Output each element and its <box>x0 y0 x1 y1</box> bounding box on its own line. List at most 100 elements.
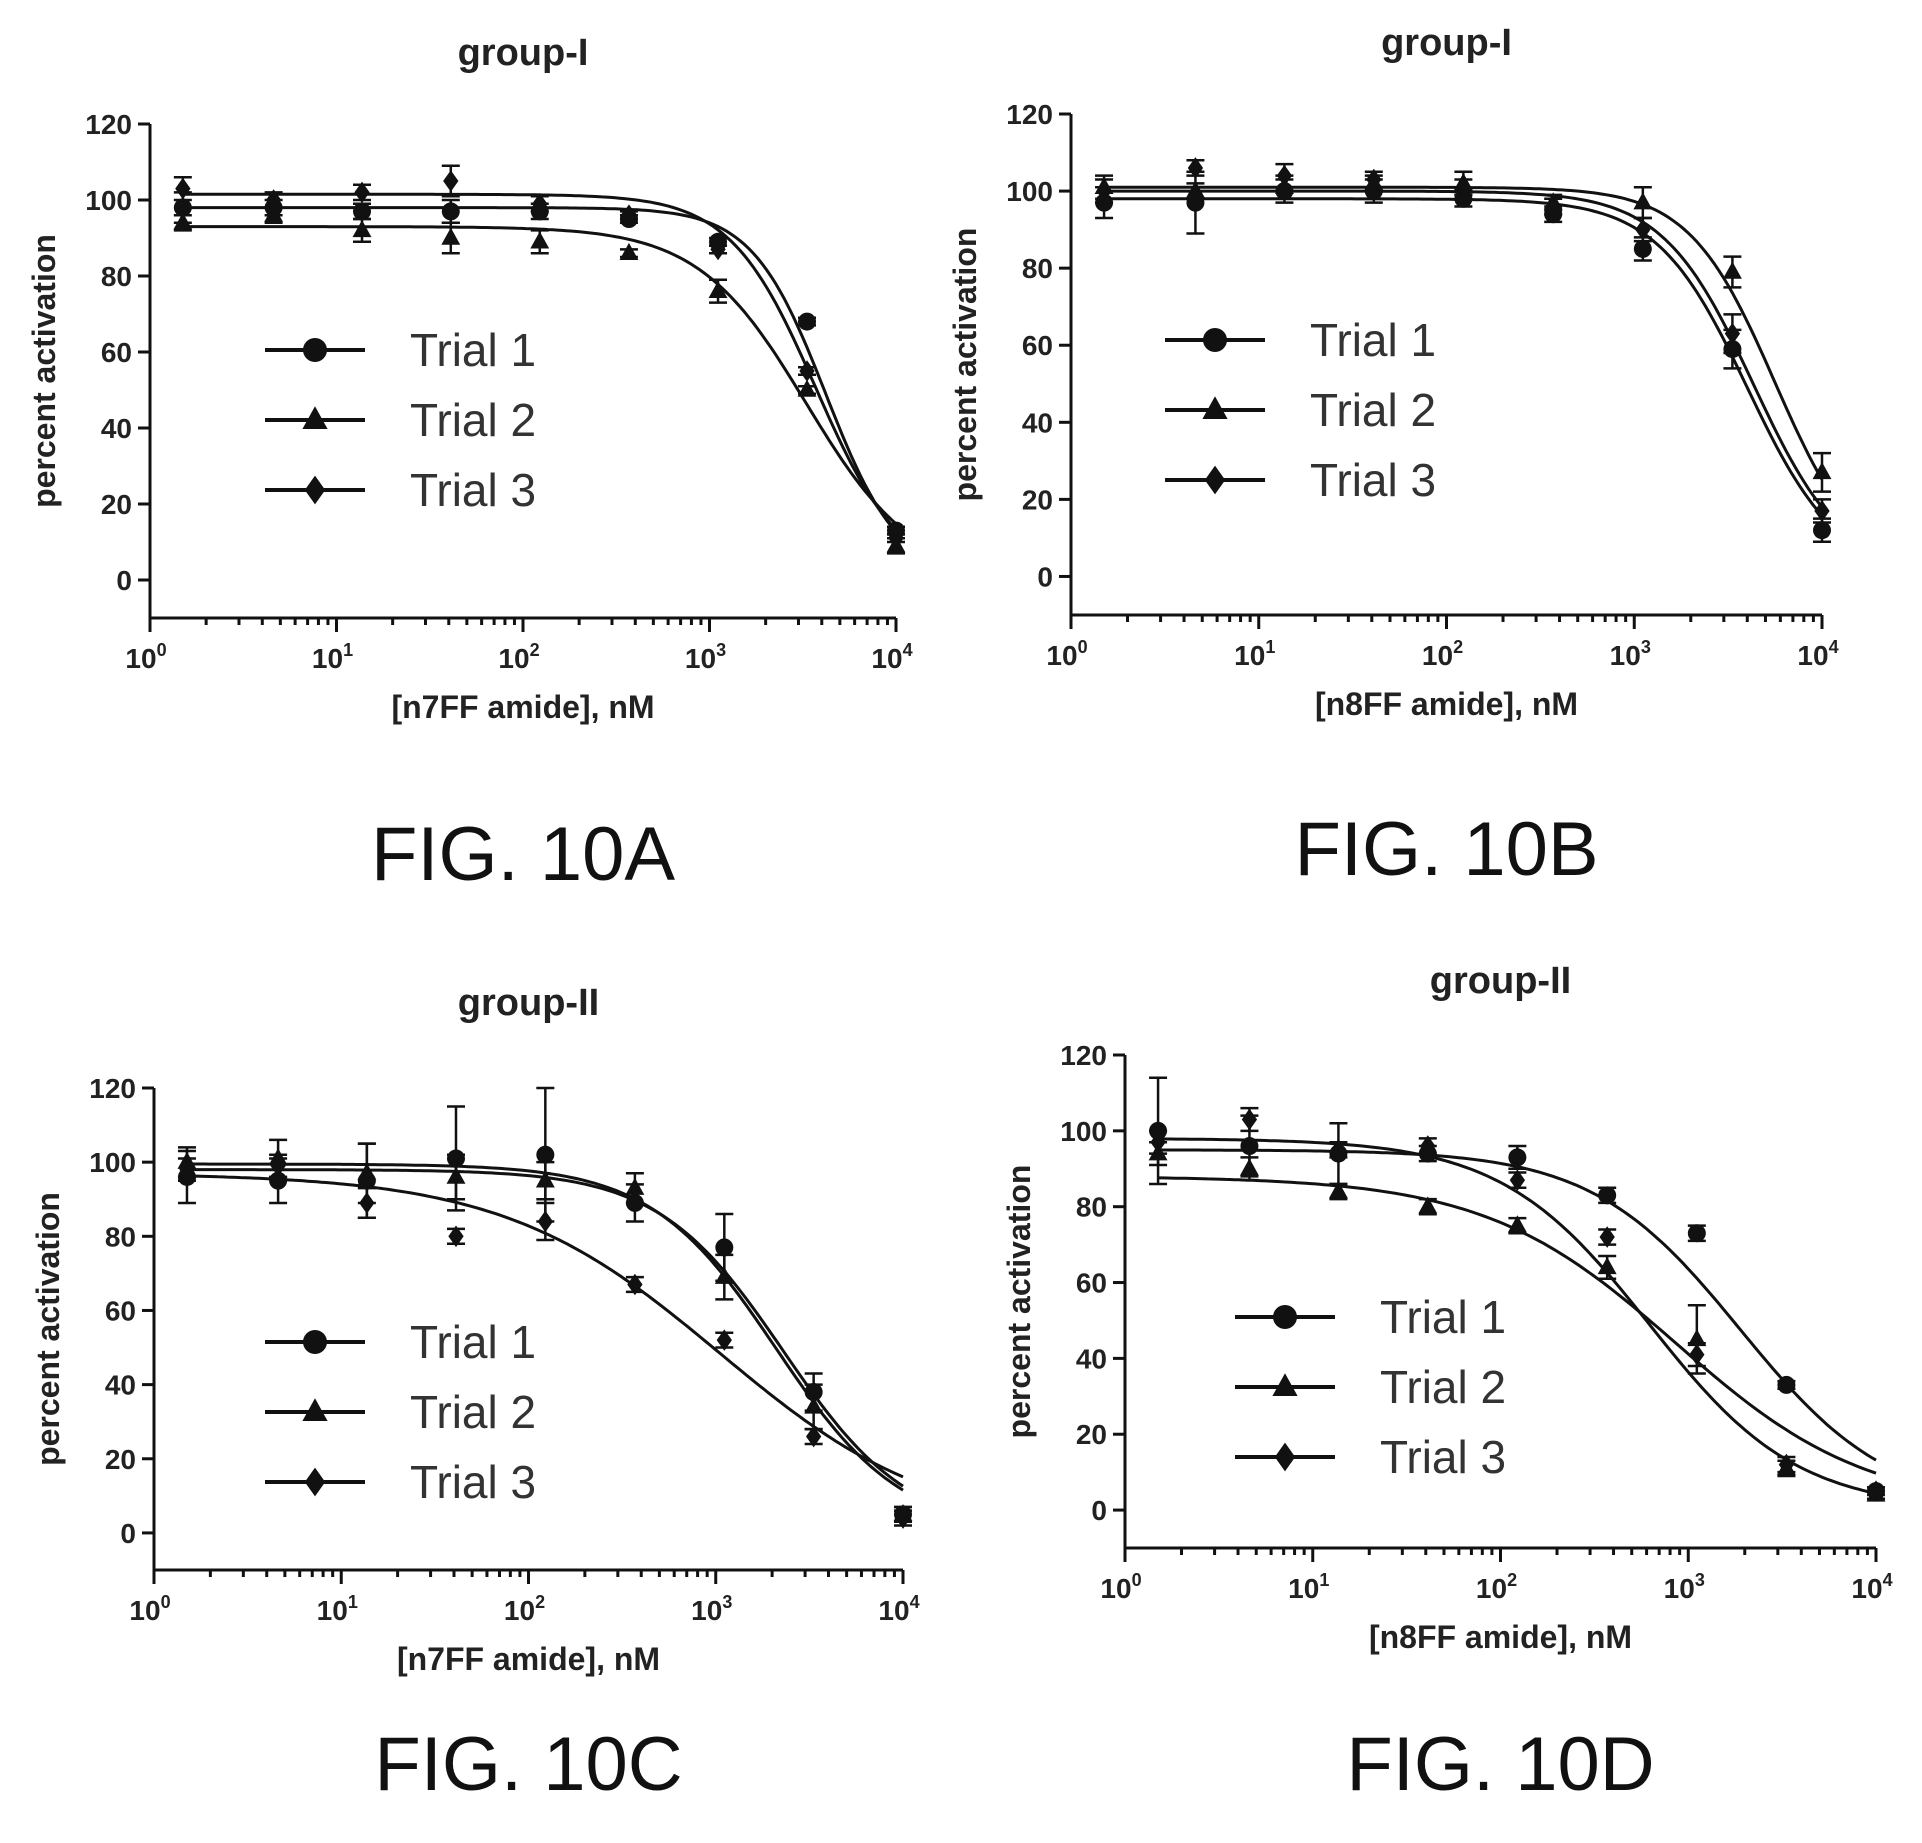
y-tick-label: 60 <box>105 1295 136 1326</box>
data-point <box>173 198 192 217</box>
x-tick-label: 101 <box>1234 637 1275 671</box>
x-tick-label: 103 <box>685 640 726 674</box>
data-point <box>1598 1186 1617 1205</box>
y-tick-label: 100 <box>1006 176 1053 207</box>
data-point <box>804 1396 824 1414</box>
data-point <box>352 220 372 238</box>
data-point <box>1868 1480 1884 1502</box>
legend-item: Trial 2 <box>1165 384 1436 436</box>
data-point <box>1150 1131 1166 1154</box>
x-axis-label: [n7FF amide], nM <box>397 1641 660 1677</box>
y-tick-label: 120 <box>85 109 132 140</box>
legend-marker <box>302 1398 328 1421</box>
x-tick-label: 100 <box>1046 637 1087 671</box>
y-tick-label: 100 <box>89 1147 136 1178</box>
data-point <box>1418 1196 1438 1214</box>
data-point <box>716 1329 732 1351</box>
series-trial-1 <box>1095 170 1831 544</box>
panel-title: group-I <box>458 32 589 74</box>
y-axis-label: percent activation <box>1001 1165 1037 1439</box>
data-point <box>352 202 371 221</box>
y-tick-label: 40 <box>101 413 132 444</box>
data-point <box>1328 1181 1348 1199</box>
data-point <box>1724 322 1741 345</box>
legend-label: Trial 1 <box>1310 314 1436 366</box>
y-tick-label: 20 <box>101 489 132 520</box>
y-tick-label: 0 <box>1091 1495 1107 1526</box>
data-point <box>1455 176 1472 199</box>
legend-item: Trial 1 <box>1235 1291 1506 1343</box>
legend-item: Trial 3 <box>1235 1431 1506 1483</box>
y-tick-label: 80 <box>1076 1192 1107 1223</box>
legend-item: Trial 2 <box>1235 1361 1506 1413</box>
data-point <box>619 242 639 260</box>
data-point <box>625 1177 645 1195</box>
data-point <box>708 280 728 298</box>
data-point <box>536 1145 555 1164</box>
data-point <box>1507 1215 1527 1233</box>
data-point <box>1687 1224 1706 1243</box>
y-tick-label: 40 <box>1022 407 1053 438</box>
data-point <box>1241 1108 1258 1131</box>
series-trial-1 <box>177 1086 912 1524</box>
data-point <box>1812 462 1832 480</box>
legend-marker <box>1202 396 1228 419</box>
data-point <box>179 1158 195 1181</box>
x-tick-label: 102 <box>1422 637 1463 671</box>
data-point <box>265 189 282 211</box>
series-trial-3 <box>1149 1106 1885 1502</box>
data-point <box>714 1266 734 1284</box>
data-point <box>1276 164 1293 187</box>
data-point <box>270 1155 286 1177</box>
data-point <box>441 202 460 221</box>
legend-item: Trial 1 <box>1165 314 1436 366</box>
data-point <box>1722 261 1742 279</box>
data-point <box>175 177 191 200</box>
legend-marker <box>303 338 327 362</box>
y-tick-label: 80 <box>105 1221 136 1252</box>
legend-item: Trial 2 <box>265 394 536 446</box>
x-tick-label: 103 <box>1664 1570 1705 1604</box>
legend-item: Trial 3 <box>1165 454 1436 506</box>
fit-curve <box>182 225 897 525</box>
data-point <box>1633 192 1653 210</box>
x-axis-label: [n8FF amide], nM <box>1369 1619 1632 1655</box>
fit-curve <box>1104 197 1824 517</box>
legend-label: Trial 1 <box>410 1316 536 1368</box>
series-trial-2 <box>1148 1140 1886 1502</box>
x-tick-label: 104 <box>878 1592 919 1626</box>
x-tick-label: 102 <box>498 640 539 674</box>
data-point <box>1239 1158 1259 1176</box>
data-point <box>1420 1135 1436 1157</box>
data-point <box>1813 521 1831 540</box>
legend-label: Trial 2 <box>410 1386 536 1438</box>
data-point <box>1366 168 1382 191</box>
legend-label: Trial 3 <box>410 464 536 516</box>
x-tick-label: 103 <box>1610 637 1651 671</box>
y-tick-label: 40 <box>105 1370 136 1401</box>
legend-item: Trial 3 <box>265 1456 536 1508</box>
data-point <box>535 1170 555 1188</box>
data-point <box>1633 239 1652 258</box>
data-point <box>446 1166 466 1184</box>
data-point <box>1545 195 1561 218</box>
data-point <box>357 1162 377 1181</box>
y-tick-label: 20 <box>1076 1419 1107 1450</box>
figure-caption: FIG. 10B <box>1294 807 1598 892</box>
data-point <box>806 1425 822 1448</box>
figure-caption: FIG. 10C <box>374 1722 682 1807</box>
data-point <box>1687 1329 1707 1347</box>
data-point <box>359 1192 375 1214</box>
data-point <box>797 379 817 397</box>
data-point <box>530 231 550 249</box>
legend-marker <box>1204 465 1226 495</box>
data-point <box>1187 157 1204 179</box>
y-tick-label: 60 <box>1022 330 1053 361</box>
y-tick-label: 0 <box>1037 561 1053 592</box>
legend-item: Trial 3 <box>265 464 536 516</box>
legend-label: Trial 3 <box>1380 1431 1506 1483</box>
y-tick-label: 20 <box>1022 484 1053 515</box>
legend-marker <box>1272 1373 1298 1396</box>
x-tick-label: 101 <box>317 1592 358 1626</box>
legend-marker <box>1273 1305 1297 1329</box>
